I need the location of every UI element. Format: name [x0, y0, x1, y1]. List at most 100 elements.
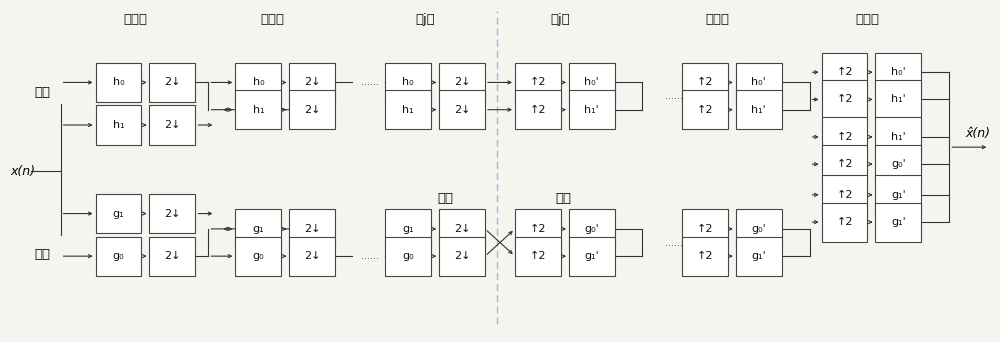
FancyBboxPatch shape [235, 237, 281, 276]
Text: h₁': h₁' [891, 132, 906, 142]
FancyBboxPatch shape [235, 90, 281, 129]
FancyBboxPatch shape [149, 105, 195, 145]
Text: 第二层: 第二层 [706, 13, 730, 26]
FancyBboxPatch shape [385, 237, 431, 276]
FancyBboxPatch shape [822, 80, 867, 119]
Text: ↑2: ↑2 [530, 105, 546, 115]
Text: 2↓: 2↓ [164, 251, 181, 261]
Text: g₁: g₁ [113, 209, 124, 219]
FancyBboxPatch shape [96, 63, 141, 102]
Text: 第二层: 第二层 [260, 13, 284, 26]
Text: ↑2: ↑2 [530, 224, 546, 234]
Text: h₁: h₁ [402, 105, 414, 115]
Text: ↑2: ↑2 [696, 251, 713, 261]
FancyBboxPatch shape [822, 175, 867, 214]
Text: g₀: g₀ [253, 251, 264, 261]
Text: ......: ...... [361, 77, 379, 88]
Text: h₁': h₁' [584, 105, 599, 115]
FancyBboxPatch shape [289, 237, 335, 276]
Text: ......: ...... [361, 251, 379, 261]
Text: ↑2: ↑2 [836, 94, 853, 104]
FancyBboxPatch shape [682, 209, 728, 249]
Text: ......: ...... [665, 238, 683, 248]
FancyBboxPatch shape [682, 90, 728, 129]
FancyBboxPatch shape [515, 209, 561, 249]
FancyBboxPatch shape [385, 90, 431, 129]
Text: ↑2: ↑2 [836, 159, 853, 169]
Text: 实部: 实部 [35, 86, 51, 99]
FancyBboxPatch shape [736, 90, 782, 129]
Text: 2↓: 2↓ [454, 105, 470, 115]
FancyBboxPatch shape [736, 209, 782, 249]
Text: h₁': h₁' [891, 94, 906, 104]
FancyBboxPatch shape [149, 63, 195, 102]
Text: 2↓: 2↓ [164, 77, 181, 88]
Text: g₀': g₀' [584, 224, 599, 234]
FancyBboxPatch shape [682, 63, 728, 102]
FancyBboxPatch shape [875, 202, 921, 242]
Text: h₁': h₁' [751, 105, 766, 115]
Text: ↑2: ↑2 [696, 77, 713, 88]
Text: g₁': g₁' [891, 190, 906, 200]
Text: ↑2: ↑2 [836, 190, 853, 200]
Text: 虚部: 虚部 [35, 248, 51, 261]
FancyBboxPatch shape [875, 117, 921, 157]
FancyBboxPatch shape [289, 209, 335, 249]
Text: g₁': g₁' [751, 251, 766, 261]
FancyBboxPatch shape [569, 237, 615, 276]
FancyBboxPatch shape [875, 80, 921, 119]
FancyBboxPatch shape [96, 105, 141, 145]
Text: 第j层: 第j层 [415, 13, 435, 26]
FancyBboxPatch shape [875, 175, 921, 214]
FancyBboxPatch shape [569, 209, 615, 249]
FancyBboxPatch shape [289, 90, 335, 129]
Text: ↑2: ↑2 [836, 217, 853, 227]
FancyBboxPatch shape [385, 209, 431, 249]
Text: 第一层: 第一层 [855, 13, 879, 26]
Text: ↑2: ↑2 [836, 132, 853, 142]
FancyBboxPatch shape [736, 63, 782, 102]
Text: 2↓: 2↓ [454, 77, 470, 88]
FancyBboxPatch shape [515, 90, 561, 129]
Text: g₀: g₀ [402, 251, 414, 261]
FancyBboxPatch shape [822, 53, 867, 92]
FancyBboxPatch shape [569, 63, 615, 102]
FancyBboxPatch shape [439, 90, 485, 129]
Text: 2↓: 2↓ [454, 251, 470, 261]
FancyBboxPatch shape [96, 194, 141, 233]
Text: h₀: h₀ [402, 77, 414, 88]
FancyBboxPatch shape [235, 63, 281, 102]
FancyBboxPatch shape [875, 53, 921, 92]
Text: ↑2: ↑2 [696, 105, 713, 115]
FancyBboxPatch shape [439, 63, 485, 102]
FancyBboxPatch shape [875, 145, 921, 184]
Text: h₁: h₁ [253, 105, 264, 115]
Text: h₀': h₀' [891, 67, 906, 77]
Text: x̂(n): x̂(n) [965, 127, 990, 140]
Text: g₀: g₀ [113, 251, 124, 261]
Text: 2↓: 2↓ [164, 120, 181, 130]
Text: g₀': g₀' [751, 224, 766, 234]
Text: 2↓: 2↓ [304, 251, 321, 261]
Text: 分解: 分解 [437, 192, 453, 205]
Text: g₁: g₁ [253, 224, 264, 234]
FancyBboxPatch shape [385, 63, 431, 102]
FancyBboxPatch shape [149, 194, 195, 233]
Text: g₁': g₁' [584, 251, 599, 261]
Text: h₀': h₀' [751, 77, 766, 88]
FancyBboxPatch shape [822, 117, 867, 157]
Text: 2↓: 2↓ [304, 224, 321, 234]
Text: ↑2: ↑2 [530, 77, 546, 88]
FancyBboxPatch shape [149, 237, 195, 276]
Text: g₀': g₀' [891, 159, 906, 169]
FancyBboxPatch shape [822, 145, 867, 184]
Text: ↑2: ↑2 [696, 224, 713, 234]
Text: g₁': g₁' [891, 217, 906, 227]
Text: 重构: 重构 [555, 192, 571, 205]
FancyBboxPatch shape [439, 237, 485, 276]
Text: h₀': h₀' [584, 77, 599, 88]
Text: 2↓: 2↓ [164, 209, 181, 219]
FancyBboxPatch shape [515, 237, 561, 276]
FancyBboxPatch shape [439, 209, 485, 249]
Text: ↑2: ↑2 [836, 67, 853, 77]
